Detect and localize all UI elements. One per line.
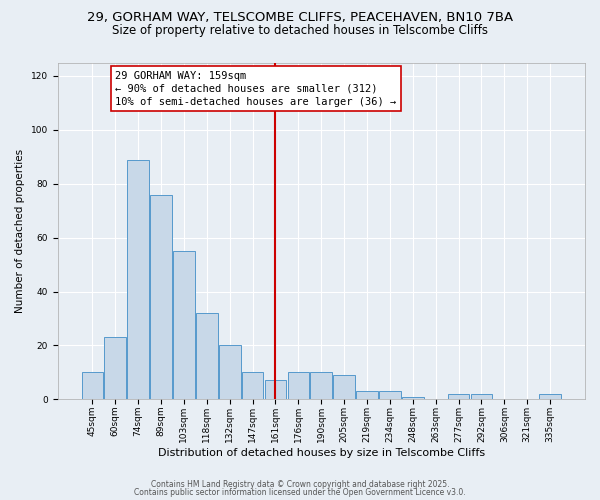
Bar — [127, 160, 149, 400]
Bar — [265, 380, 286, 400]
Text: Contains HM Land Registry data © Crown copyright and database right 2025.: Contains HM Land Registry data © Crown c… — [151, 480, 449, 489]
Text: Size of property relative to detached houses in Telscombe Cliffs: Size of property relative to detached ho… — [112, 24, 488, 37]
Bar — [310, 372, 332, 400]
Bar — [173, 251, 195, 400]
Text: 29, GORHAM WAY, TELSCOMBE CLIFFS, PEACEHAVEN, BN10 7BA: 29, GORHAM WAY, TELSCOMBE CLIFFS, PEACEH… — [87, 11, 513, 24]
Bar — [356, 391, 378, 400]
Bar — [82, 372, 103, 400]
Bar — [150, 194, 172, 400]
Bar — [448, 394, 469, 400]
Bar — [539, 394, 561, 400]
Bar — [379, 391, 401, 400]
Bar — [333, 375, 355, 400]
Text: Contains public sector information licensed under the Open Government Licence v3: Contains public sector information licen… — [134, 488, 466, 497]
Bar — [470, 394, 493, 400]
Bar — [104, 338, 126, 400]
Y-axis label: Number of detached properties: Number of detached properties — [15, 149, 25, 313]
Bar — [196, 313, 218, 400]
Bar — [219, 346, 241, 400]
X-axis label: Distribution of detached houses by size in Telscombe Cliffs: Distribution of detached houses by size … — [158, 448, 485, 458]
Text: 29 GORHAM WAY: 159sqm
← 90% of detached houses are smaller (312)
10% of semi-det: 29 GORHAM WAY: 159sqm ← 90% of detached … — [115, 70, 397, 107]
Bar — [402, 396, 424, 400]
Bar — [242, 372, 263, 400]
Bar — [287, 372, 309, 400]
